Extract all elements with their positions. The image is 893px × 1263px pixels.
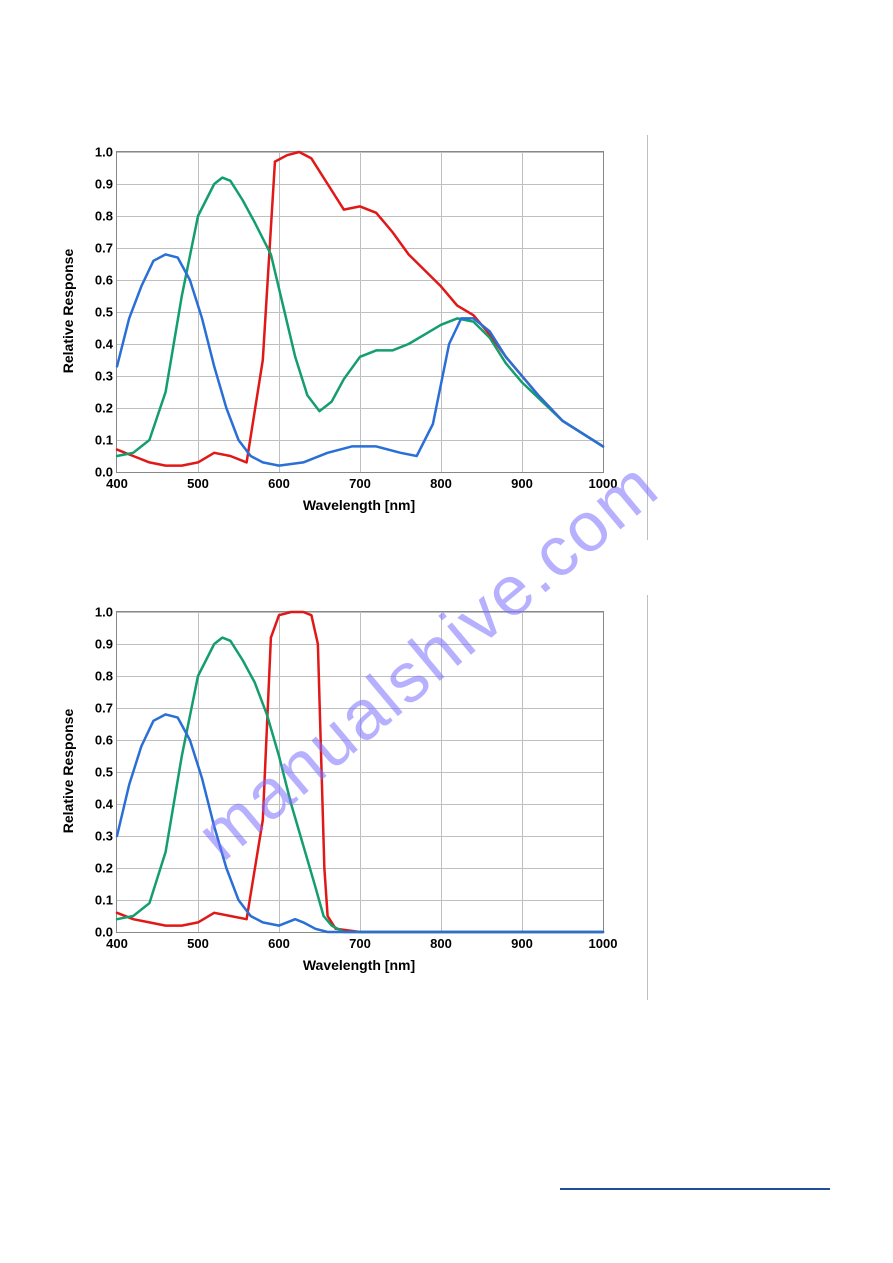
x-axis-title: Wavelength [nm]	[303, 957, 415, 973]
series-blue	[117, 254, 603, 465]
y-tick-label: 0.4	[95, 337, 113, 352]
y-tick-label: 0.9	[95, 177, 113, 192]
y-tick-label: 0.7	[95, 701, 113, 716]
y-tick-label: 0.0	[95, 925, 113, 940]
y-tick-label: 0.1	[95, 433, 113, 448]
y-tick-label: 0.4	[95, 797, 113, 812]
x-tick-label: 700	[349, 936, 371, 951]
series-green	[117, 178, 603, 456]
y-tick-label: 0.9	[95, 637, 113, 652]
chart-1: 40050060070080090010000.00.10.20.30.40.5…	[62, 135, 648, 540]
y-tick-label: 0.6	[95, 273, 113, 288]
y-tick-label: 0.5	[95, 305, 113, 320]
x-tick-label: 500	[187, 936, 209, 951]
y-tick-label: 1.0	[95, 145, 113, 160]
chart-2-canvas: 40050060070080090010000.00.10.20.30.40.5…	[62, 595, 627, 1000]
x-tick-label: 900	[511, 476, 533, 491]
x-axis-title: Wavelength [nm]	[303, 497, 415, 513]
series-green	[117, 638, 603, 932]
x-tick-label: 700	[349, 476, 371, 491]
plot-area: 40050060070080090010000.00.10.20.30.40.5…	[116, 151, 604, 473]
y-tick-label: 0.6	[95, 733, 113, 748]
y-tick-label: 0.2	[95, 861, 113, 876]
y-tick-label: 0.3	[95, 369, 113, 384]
y-tick-label: 0.7	[95, 241, 113, 256]
y-tick-label: 0.3	[95, 829, 113, 844]
x-tick-label: 600	[268, 476, 290, 491]
series-svg	[117, 152, 603, 472]
x-tick-label: 800	[430, 476, 452, 491]
y-tick-label: 0.2	[95, 401, 113, 416]
x-tick-label: 1000	[589, 936, 618, 951]
x-tick-label: 500	[187, 476, 209, 491]
y-axis-title: Relative Response	[60, 249, 76, 374]
chart-1-canvas: 40050060070080090010000.00.10.20.30.40.5…	[62, 135, 627, 540]
y-tick-label: 1.0	[95, 605, 113, 620]
series-blue	[117, 714, 603, 932]
footer-rule	[560, 1188, 830, 1190]
y-tick-label: 0.5	[95, 765, 113, 780]
y-tick-label: 0.0	[95, 465, 113, 480]
x-tick-label: 900	[511, 936, 533, 951]
x-tick-label: 800	[430, 936, 452, 951]
y-tick-label: 0.8	[95, 209, 113, 224]
y-tick-label: 0.1	[95, 893, 113, 908]
y-tick-label: 0.8	[95, 669, 113, 684]
x-tick-label: 600	[268, 936, 290, 951]
chart-2: 40050060070080090010000.00.10.20.30.40.5…	[62, 595, 648, 1000]
y-axis-title: Relative Response	[60, 709, 76, 834]
x-tick-label: 1000	[589, 476, 618, 491]
page: 40050060070080090010000.00.10.20.30.40.5…	[0, 0, 893, 1263]
plot-area: 40050060070080090010000.00.10.20.30.40.5…	[116, 611, 604, 933]
series-red	[117, 612, 603, 932]
series-svg	[117, 612, 603, 932]
series-red	[117, 152, 603, 466]
